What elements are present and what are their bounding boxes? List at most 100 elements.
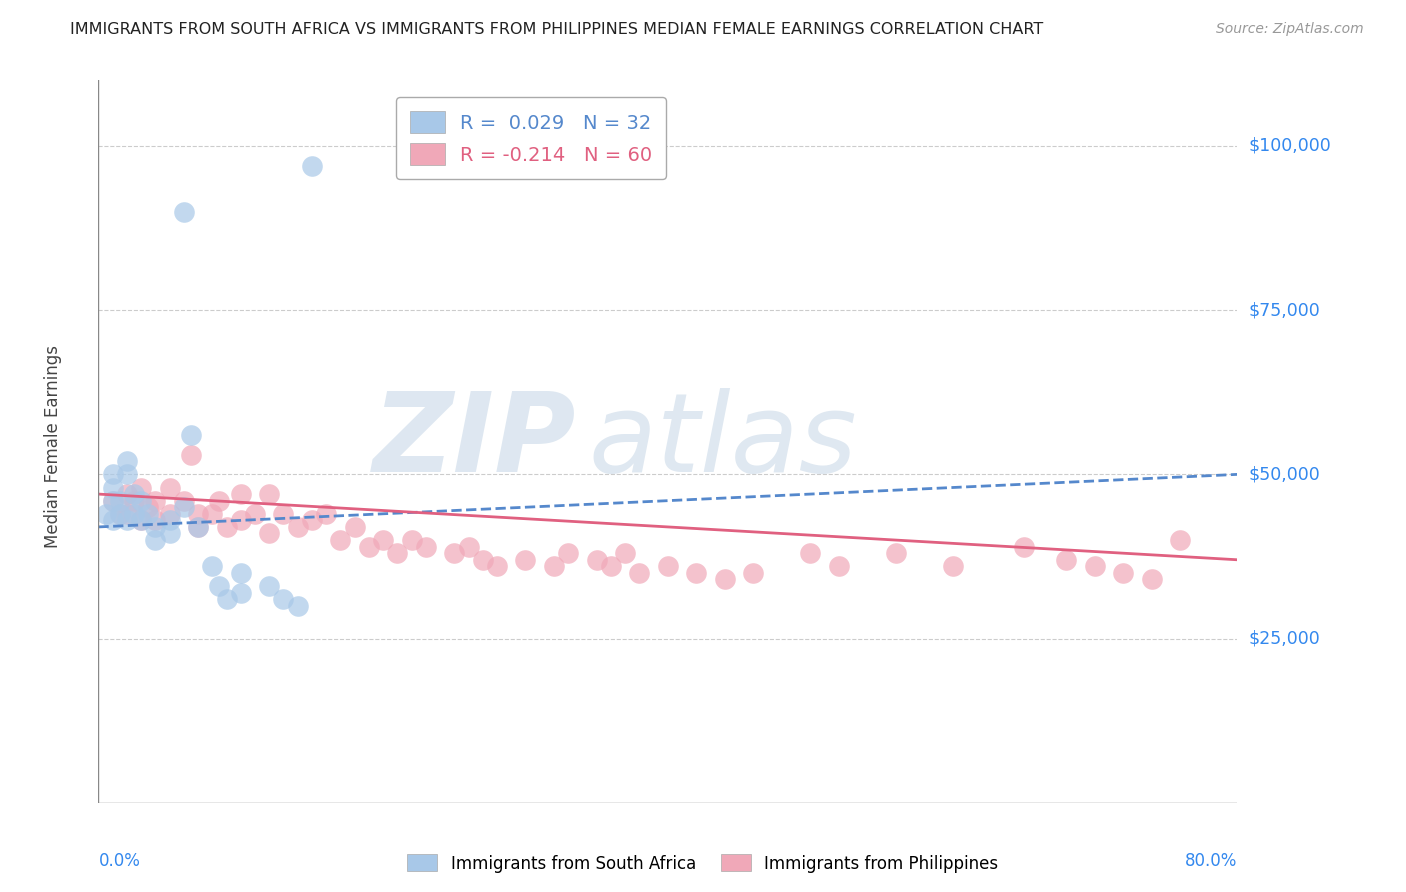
Point — [122, 493, 145, 508]
Point — [942, 559, 965, 574]
Point — [115, 513, 138, 527]
Point — [471, 553, 494, 567]
Point — [180, 428, 202, 442]
Point — [229, 585, 252, 599]
Point — [187, 520, 209, 534]
Point — [1012, 540, 1035, 554]
Point — [585, 553, 607, 567]
Point — [145, 493, 167, 508]
Point — [329, 533, 352, 547]
Point — [600, 559, 623, 574]
Text: Median Female Earnings: Median Female Earnings — [45, 344, 62, 548]
Point — [486, 559, 509, 574]
Point — [101, 513, 124, 527]
Point — [259, 526, 281, 541]
Point — [129, 493, 152, 508]
Point — [387, 546, 409, 560]
Point — [208, 493, 231, 508]
Point — [1112, 566, 1135, 580]
Point — [301, 513, 323, 527]
Point — [884, 546, 907, 560]
Point — [515, 553, 537, 567]
Point — [136, 507, 159, 521]
Point — [229, 487, 252, 501]
Text: Source: ZipAtlas.com: Source: ZipAtlas.com — [1216, 22, 1364, 37]
Point — [129, 513, 152, 527]
Point — [145, 533, 167, 547]
Legend: R =  0.029   N = 32, R = -0.214   N = 60: R = 0.029 N = 32, R = -0.214 N = 60 — [396, 97, 666, 179]
Point — [136, 500, 159, 515]
Text: $50,000: $50,000 — [1249, 466, 1320, 483]
Point — [614, 546, 637, 560]
Point — [1170, 533, 1192, 547]
Point — [259, 579, 281, 593]
Point — [457, 540, 479, 554]
Point — [159, 481, 181, 495]
Point — [799, 546, 821, 560]
Point — [101, 493, 124, 508]
Point — [301, 159, 323, 173]
Point — [173, 493, 195, 508]
Point — [1084, 559, 1107, 574]
Point — [357, 540, 380, 554]
Point — [287, 520, 309, 534]
Point — [108, 507, 131, 521]
Point — [159, 513, 181, 527]
Point — [115, 467, 138, 482]
Point — [101, 481, 124, 495]
Point — [215, 592, 238, 607]
Point — [685, 566, 707, 580]
Point — [115, 454, 138, 468]
Text: $75,000: $75,000 — [1249, 301, 1320, 319]
Text: ZIP: ZIP — [373, 388, 576, 495]
Point — [122, 507, 145, 521]
Point — [229, 566, 252, 580]
Point — [401, 533, 423, 547]
Text: 80.0%: 80.0% — [1185, 852, 1237, 870]
Text: atlas: atlas — [588, 388, 856, 495]
Point — [187, 520, 209, 534]
Point — [201, 559, 224, 574]
Point — [557, 546, 579, 560]
Point — [1140, 573, 1163, 587]
Point — [115, 487, 138, 501]
Point — [714, 573, 737, 587]
Point — [657, 559, 679, 574]
Point — [180, 448, 202, 462]
Point — [373, 533, 395, 547]
Point — [145, 520, 167, 534]
Point — [315, 507, 337, 521]
Point — [122, 487, 145, 501]
Point — [828, 559, 851, 574]
Point — [101, 467, 124, 482]
Point — [173, 204, 195, 219]
Point — [742, 566, 765, 580]
Point — [94, 507, 117, 521]
Point — [159, 507, 181, 521]
Legend: Immigrants from South Africa, Immigrants from Philippines: Immigrants from South Africa, Immigrants… — [401, 847, 1005, 880]
Point — [443, 546, 465, 560]
Point — [259, 487, 281, 501]
Point — [628, 566, 651, 580]
Point — [208, 579, 231, 593]
Point — [273, 592, 295, 607]
Point — [543, 559, 565, 574]
Point — [115, 507, 138, 521]
Point — [108, 507, 131, 521]
Point — [129, 481, 152, 495]
Point — [343, 520, 366, 534]
Point — [415, 540, 437, 554]
Text: IMMIGRANTS FROM SOUTH AFRICA VS IMMIGRANTS FROM PHILIPPINES MEDIAN FEMALE EARNIN: IMMIGRANTS FROM SOUTH AFRICA VS IMMIGRAN… — [70, 22, 1043, 37]
Point — [173, 500, 195, 515]
Point — [201, 507, 224, 521]
Point — [229, 513, 252, 527]
Point — [273, 507, 295, 521]
Point — [108, 493, 131, 508]
Text: $100,000: $100,000 — [1249, 137, 1331, 155]
Point — [215, 520, 238, 534]
Point — [145, 513, 167, 527]
Point — [243, 507, 266, 521]
Point — [129, 513, 152, 527]
Point — [187, 507, 209, 521]
Text: 0.0%: 0.0% — [98, 852, 141, 870]
